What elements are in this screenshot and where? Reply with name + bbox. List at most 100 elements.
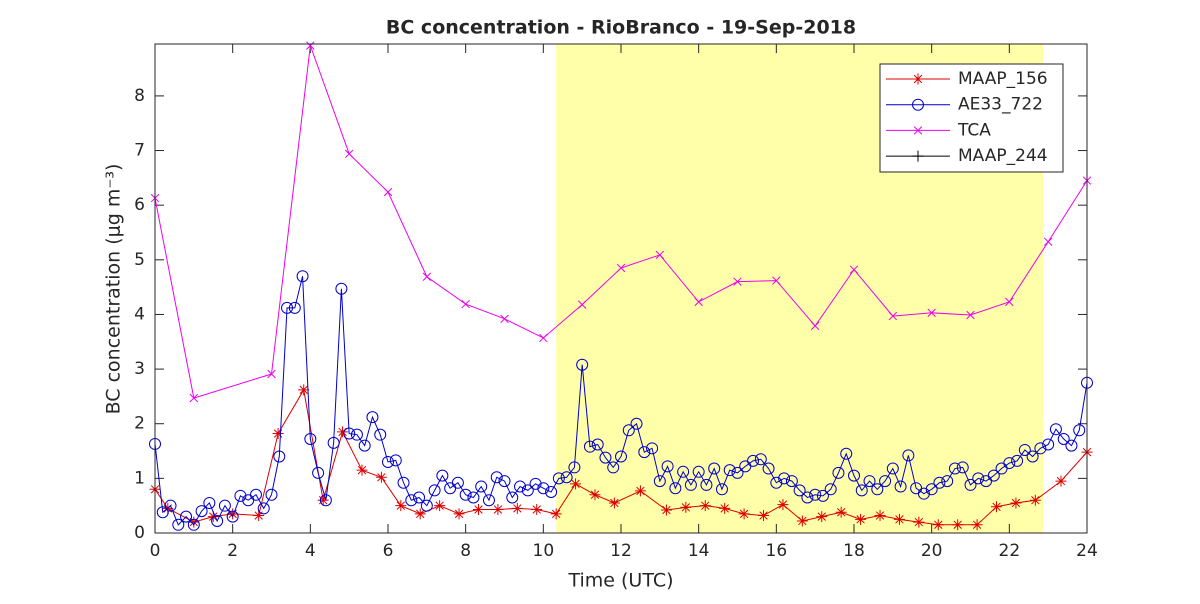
marker <box>288 301 301 314</box>
marker <box>451 476 464 489</box>
marker <box>434 500 446 512</box>
marker <box>298 384 310 396</box>
marker <box>912 73 924 85</box>
marker <box>218 499 231 512</box>
marker <box>552 472 565 485</box>
marker <box>660 504 672 516</box>
x-tick-label: 16 <box>766 541 788 561</box>
marker <box>770 476 783 489</box>
x-tick-label: 0 <box>150 541 161 561</box>
x-tick-label: 8 <box>460 541 471 561</box>
marker <box>630 417 643 430</box>
marker <box>195 505 208 518</box>
marker <box>211 514 224 527</box>
series-line <box>154 45 1088 399</box>
marker <box>312 466 325 479</box>
marker <box>374 428 387 441</box>
marker <box>356 464 368 476</box>
marker <box>414 508 426 520</box>
marker <box>226 510 239 523</box>
marker <box>772 276 781 285</box>
x-axis-label: Time (UTC) <box>567 570 673 592</box>
x-tick-label: 2 <box>227 541 238 561</box>
marker <box>972 472 985 485</box>
marker <box>304 433 317 446</box>
marker <box>733 277 742 286</box>
marker <box>1049 423 1062 436</box>
marker <box>397 476 410 489</box>
marker <box>747 454 760 467</box>
marker <box>1018 443 1031 456</box>
marker <box>754 453 767 466</box>
marker <box>591 438 604 451</box>
marker <box>180 510 193 523</box>
marker <box>738 508 750 520</box>
marker <box>855 484 868 497</box>
marker <box>539 333 548 343</box>
marker <box>886 462 899 475</box>
marker <box>1065 439 1078 452</box>
marker <box>1026 450 1039 463</box>
marker <box>234 489 247 502</box>
marker <box>1043 237 1053 246</box>
marker <box>913 516 925 528</box>
x-tick-label: 20 <box>921 541 943 561</box>
marker <box>337 426 349 438</box>
marker <box>874 510 886 522</box>
marker <box>358 439 371 452</box>
marker <box>971 519 983 531</box>
marker <box>227 508 239 520</box>
series-line <box>154 276 1088 526</box>
marker <box>1055 475 1067 487</box>
marker <box>189 393 199 403</box>
x-tick-label: 4 <box>305 541 316 561</box>
y-tick-label: 6 <box>134 195 145 215</box>
marker <box>933 476 946 489</box>
x-tick-label: 10 <box>533 541 555 561</box>
marker <box>383 187 393 197</box>
marker <box>272 428 284 440</box>
marker <box>1073 424 1086 437</box>
marker <box>257 502 270 515</box>
marker <box>927 308 936 318</box>
x-tick-label: 6 <box>383 541 394 561</box>
marker <box>164 499 177 512</box>
marker <box>758 510 770 522</box>
marker <box>952 519 964 531</box>
marker <box>461 299 470 309</box>
marker <box>684 478 697 491</box>
marker <box>777 499 789 511</box>
marker <box>319 494 332 507</box>
marker <box>708 462 721 475</box>
marker <box>422 272 432 281</box>
marker <box>653 475 666 488</box>
marker <box>500 314 509 324</box>
marker <box>902 449 915 462</box>
marker <box>436 469 449 482</box>
marker <box>514 480 527 493</box>
marker <box>638 446 651 459</box>
marker <box>879 475 892 488</box>
marker <box>824 483 837 496</box>
marker <box>723 464 736 477</box>
marker <box>570 478 582 490</box>
marker <box>987 469 1000 482</box>
marker <box>925 483 938 496</box>
marker <box>498 475 511 488</box>
chart-title: BC concentration - RioBranco - 19-Sep-20… <box>386 17 856 39</box>
marker <box>537 482 550 495</box>
marker <box>545 486 558 499</box>
marker <box>187 518 200 531</box>
marker <box>700 478 713 491</box>
marker <box>699 500 711 512</box>
x-tick-label: 14 <box>688 541 710 561</box>
marker <box>568 461 581 474</box>
marker <box>428 484 441 497</box>
marker <box>913 126 923 135</box>
marker <box>350 428 363 441</box>
marker <box>550 508 562 520</box>
marker <box>343 427 356 440</box>
marker <box>669 482 682 495</box>
y-tick-label: 5 <box>134 250 145 270</box>
legend-label: TCA <box>957 120 991 140</box>
